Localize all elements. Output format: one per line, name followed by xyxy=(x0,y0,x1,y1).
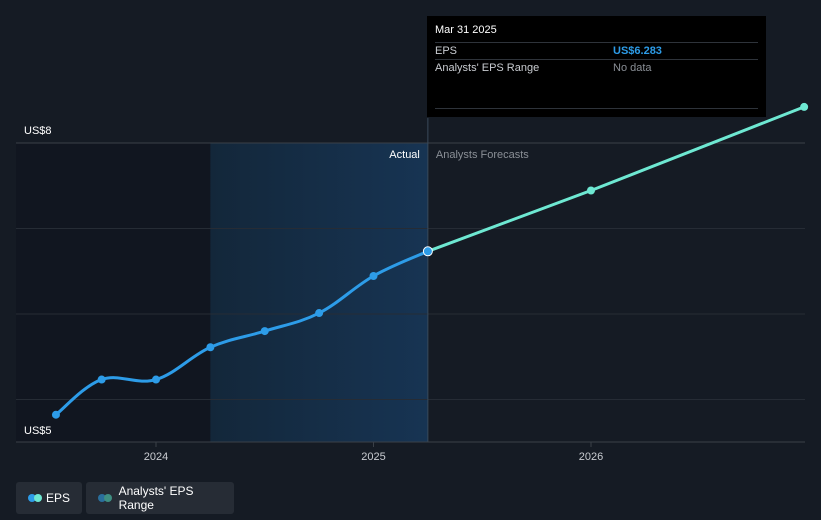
actual-region-label: Actual xyxy=(389,149,420,161)
tooltip-range-label: Analysts' EPS Range xyxy=(435,62,540,74)
tooltip-date: Mar 31 2025 xyxy=(435,24,497,36)
x-axis-ticks: 2024 2025 2026 xyxy=(144,442,603,463)
eps-legend-dot-actual xyxy=(28,494,36,502)
eps-range-legend-dot-a xyxy=(98,494,106,502)
eps-forecast-line xyxy=(426,105,806,253)
eps-legend-icon xyxy=(28,494,42,502)
legend-eps-label: EPS xyxy=(45,491,70,505)
eps-point xyxy=(260,327,269,336)
legend-eps-button[interactable]: EPS xyxy=(16,482,82,514)
tooltip-row-eps: EPS US$6.283 xyxy=(435,42,758,59)
tooltip-divider xyxy=(435,108,758,109)
eps-point xyxy=(315,309,324,318)
forecast-region-label: Analysts Forecasts xyxy=(436,149,529,161)
legend-eps-range-label: Analysts' EPS Range xyxy=(118,484,194,512)
eps-range-legend-icon xyxy=(98,494,113,502)
gridlines xyxy=(16,142,805,400)
eps-point xyxy=(51,410,60,419)
eps-range-legend-dot-b xyxy=(104,494,112,502)
eps-actual-line xyxy=(54,249,430,417)
eps-point xyxy=(369,272,378,280)
eps-forecast-point xyxy=(587,186,595,195)
eps-point xyxy=(97,375,106,384)
eps-point xyxy=(206,343,215,352)
past-region-shade xyxy=(16,143,211,442)
eps-legend-dot-forecast xyxy=(34,494,42,502)
x-tick-label: 2025 xyxy=(361,451,385,463)
hover-tooltip: Mar 31 2025 EPS US$6.283 Analysts' EPS R… xyxy=(427,16,766,117)
legend-eps-range-button[interactable]: Analysts' EPS Range xyxy=(86,482,234,514)
data-points xyxy=(51,102,809,419)
x-tick-label: 2024 xyxy=(144,451,168,463)
tooltip-eps-label: EPS xyxy=(435,45,458,57)
tooltip-row-range: Analysts' EPS Range No data xyxy=(435,59,758,76)
eps-hover-point xyxy=(422,246,433,257)
highlight-region xyxy=(210,143,428,442)
tooltip-eps-value: US$6.283 xyxy=(613,45,662,57)
x-tick-label: 2026 xyxy=(579,451,603,463)
y-axis-bottom-label: US$5 xyxy=(24,425,52,437)
tooltip-range-value: No data xyxy=(613,62,652,74)
y-axis-top-label: US$8 xyxy=(24,125,52,137)
eps-point xyxy=(152,375,160,384)
eps-forecast-point xyxy=(800,102,809,111)
